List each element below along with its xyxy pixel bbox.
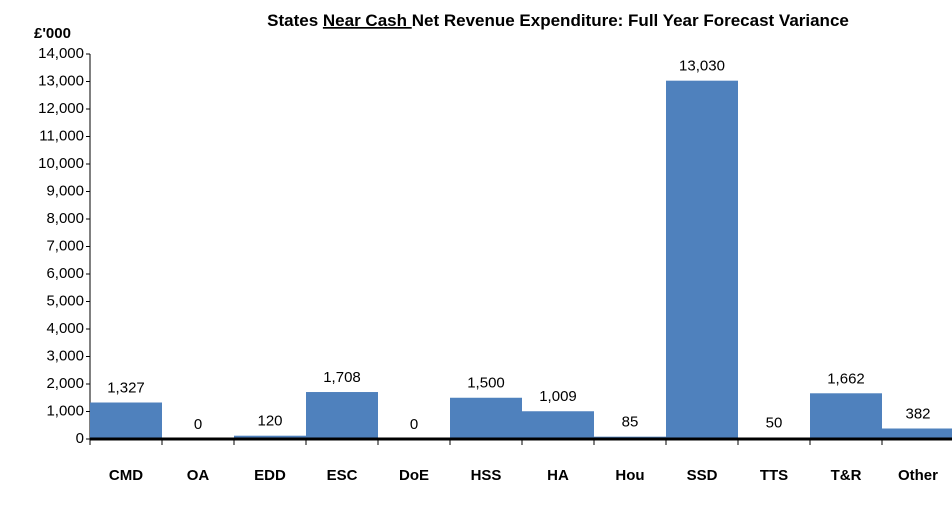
bar [882,428,952,439]
data-label: 13,030 [679,58,725,75]
data-label: 0 [194,416,202,433]
y-tick-label: 14,000 [38,45,84,62]
data-label: 1,327 [107,379,145,396]
bar [522,411,594,439]
data-label: 1,500 [467,375,505,392]
data-label: 1,708 [323,369,361,386]
data-label: 120 [257,413,282,430]
y-tick-label: 1,000 [46,402,84,419]
data-label: 0 [410,416,418,433]
x-tick-label: EDD [254,467,286,484]
x-tick-label: TTS [760,467,788,484]
y-tick-label: 5,000 [46,292,84,309]
y-tick-label: 2,000 [46,375,84,392]
x-tick-label: OA [187,467,210,484]
x-tick-label: ESC [327,467,358,484]
bar [90,402,162,439]
x-tick-label: SSD [687,467,718,484]
x-tick-label: CMD [109,467,143,484]
bar [666,80,738,440]
data-label: 1,009 [539,388,577,405]
title-part: States [267,11,323,30]
bar [306,392,378,439]
y-tick-label: 11,000 [39,127,84,144]
title-part: Near Cash [323,11,412,30]
y-tick-label: 13,000 [38,72,84,89]
x-tick-label: Other [898,467,938,484]
data-label: 382 [905,405,930,422]
y-tick-label: 0 [76,430,84,447]
y-tick-label: 12,000 [38,100,84,117]
y-tick-label: 6,000 [46,265,84,282]
y-tick-label: 9,000 [46,182,84,199]
x-tick-label: T&R [831,467,862,484]
y-axis-label: £'000 [34,25,71,42]
x-tick-label: Hou [615,467,644,484]
data-label: 50 [766,415,783,432]
y-tick-label: 8,000 [46,210,84,227]
x-tick-label: HA [547,467,569,484]
x-tick-label: DoE [399,467,429,484]
x-tick-label: HSS [471,467,502,484]
y-tick-label: 7,000 [46,237,84,254]
data-label: 85 [622,414,639,431]
y-tick-label: 10,000 [38,155,84,172]
chart-title: States Near Cash Net Revenue Expenditure… [267,11,849,30]
y-tick-label: 3,000 [46,347,84,364]
title-part: Net Revenue Expenditure: Full Year Forec… [412,11,849,30]
bar [234,435,306,439]
y-tick-label: 4,000 [46,320,84,337]
bar [450,397,522,439]
bar [810,393,882,439]
data-label: 1,662 [827,370,865,387]
